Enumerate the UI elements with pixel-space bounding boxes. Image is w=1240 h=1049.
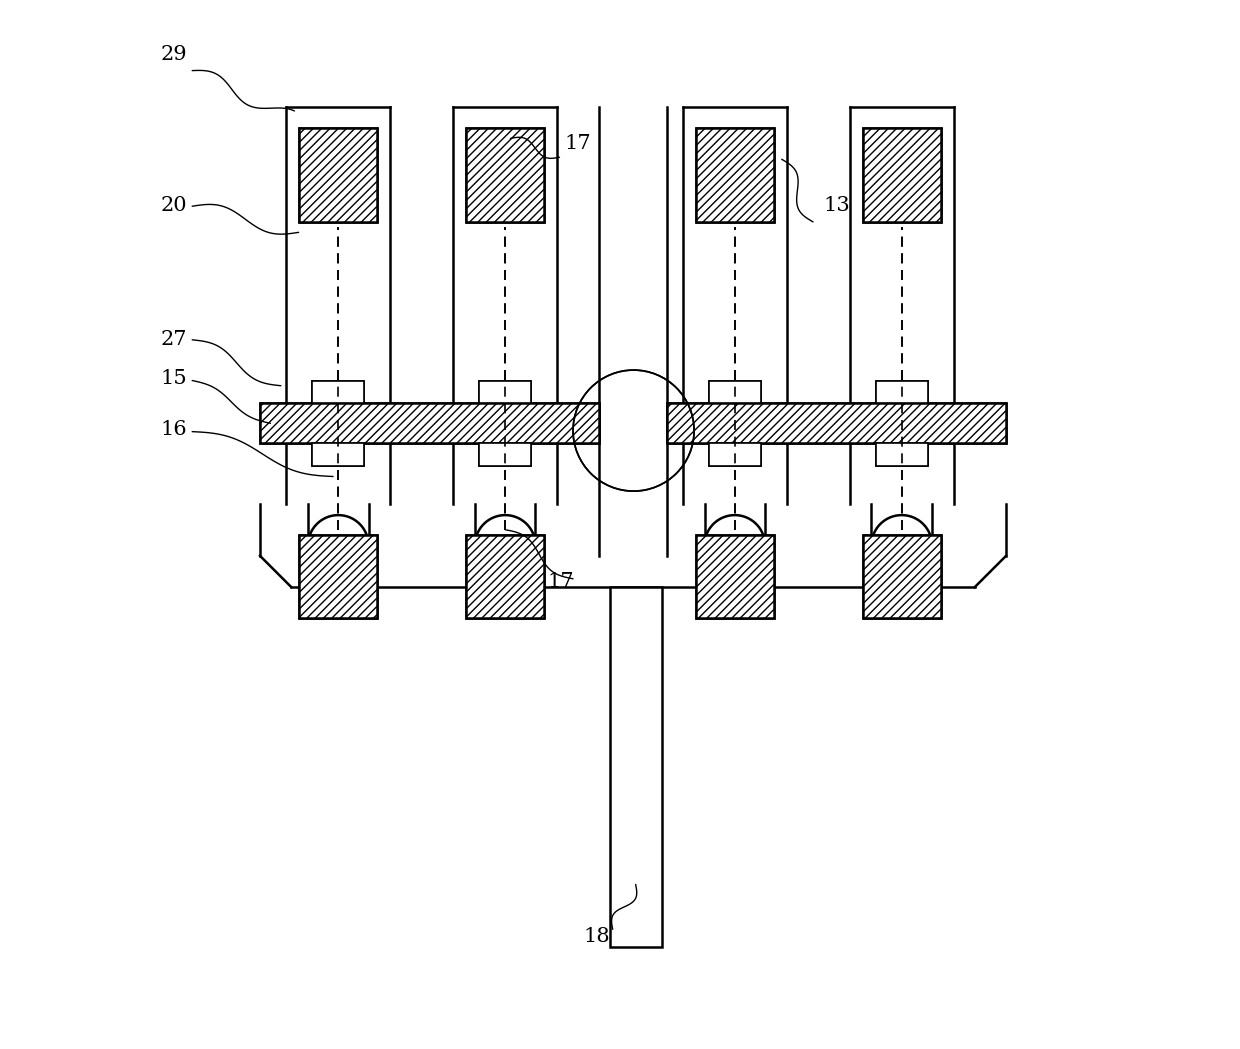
Bar (312, 443, 365, 466)
Bar (875, 443, 928, 466)
Bar (863, 128, 941, 222)
Bar (299, 535, 377, 619)
Bar (875, 381, 928, 404)
Text: 16: 16 (161, 420, 187, 438)
Bar (466, 535, 544, 619)
Bar (696, 535, 774, 619)
Bar (875, 381, 928, 404)
Text: 17: 17 (564, 134, 591, 153)
Text: 15: 15 (161, 368, 187, 388)
Bar (312, 381, 365, 404)
Bar (289, 109, 387, 501)
Bar (696, 128, 774, 222)
Bar (466, 128, 544, 222)
Bar (875, 443, 928, 466)
Bar (853, 109, 951, 501)
Text: 13: 13 (823, 196, 851, 215)
Bar (709, 443, 761, 466)
Bar (260, 404, 599, 443)
Bar (863, 535, 941, 619)
Text: 27: 27 (161, 330, 187, 349)
Bar (479, 443, 531, 466)
Bar (667, 404, 1006, 443)
Bar (696, 128, 774, 222)
Bar (863, 128, 941, 222)
Bar (479, 443, 531, 466)
Bar (299, 535, 377, 619)
Text: 20: 20 (161, 196, 187, 215)
Text: 18: 18 (584, 927, 610, 946)
Bar (312, 381, 365, 404)
Text: 29: 29 (161, 45, 187, 64)
Bar (466, 128, 544, 222)
Bar (479, 381, 531, 404)
Bar (696, 535, 774, 619)
Bar (667, 404, 1006, 443)
Bar (709, 381, 761, 404)
Bar (299, 128, 377, 222)
Bar (610, 587, 662, 947)
Bar (686, 109, 784, 501)
Bar (260, 404, 599, 443)
Bar (863, 535, 941, 619)
Bar (312, 443, 365, 466)
Text: 17: 17 (547, 572, 574, 591)
Bar (299, 128, 377, 222)
Bar (456, 109, 554, 501)
Bar (709, 443, 761, 466)
Bar (709, 381, 761, 404)
Bar (479, 381, 531, 404)
Bar (466, 535, 544, 619)
